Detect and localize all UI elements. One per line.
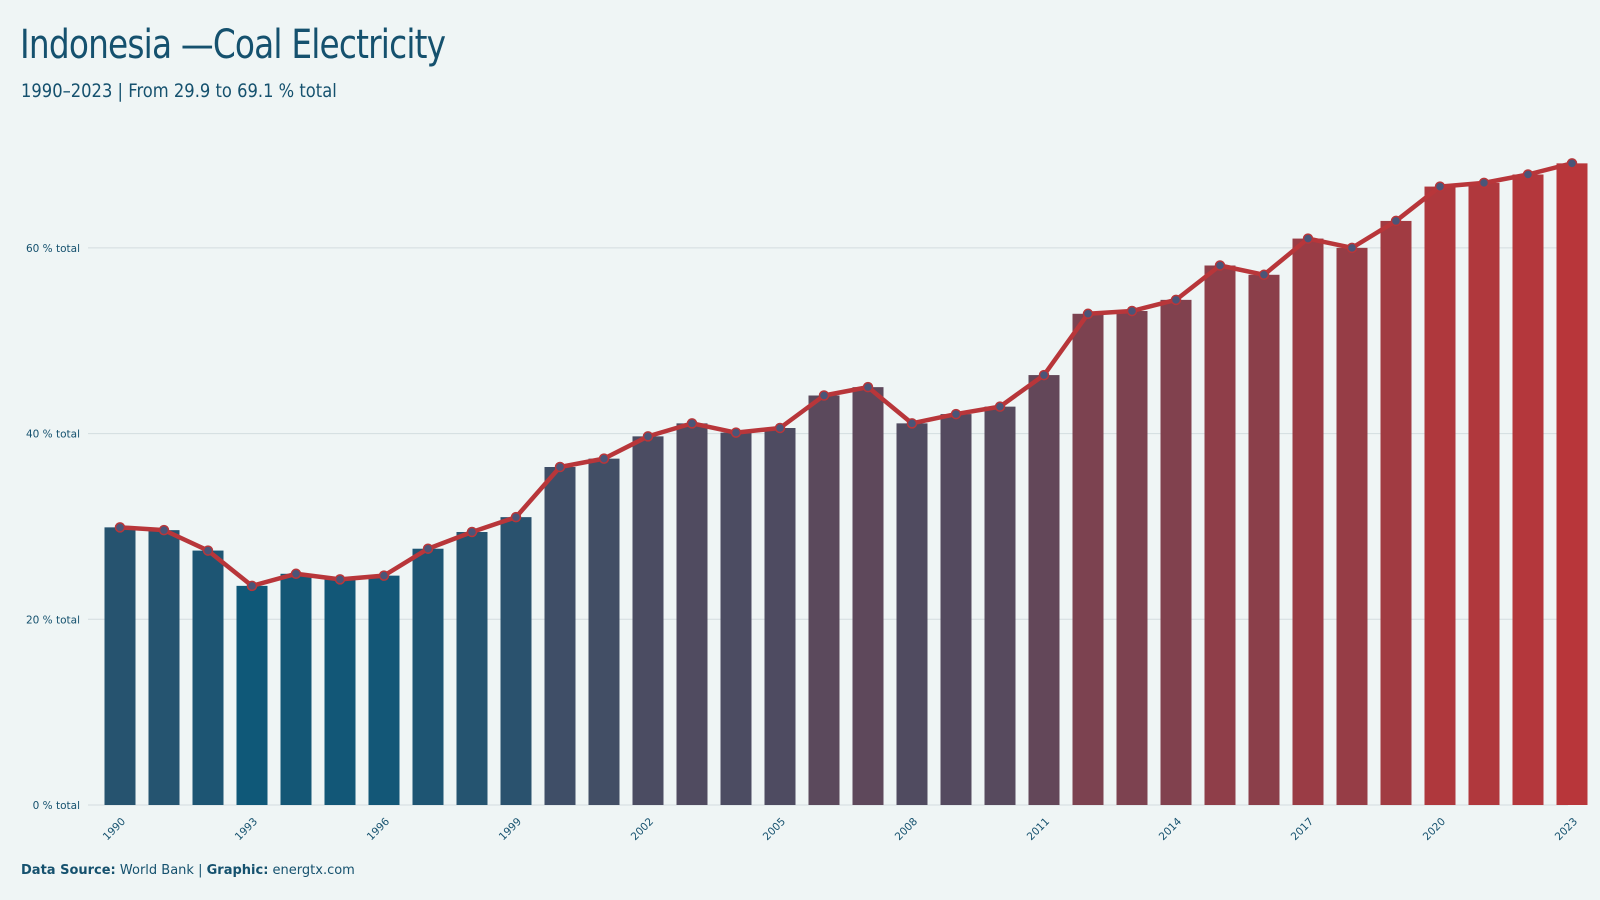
data-point	[202, 545, 214, 556]
data-point	[642, 431, 654, 442]
x-tick-label: 1990	[101, 816, 128, 843]
source-value: World Bank	[119, 863, 194, 878]
bar	[1468, 182, 1500, 805]
data-point	[598, 453, 610, 464]
data-point	[818, 390, 830, 401]
x-tick-label: 2023	[1553, 816, 1580, 843]
bar	[1248, 274, 1280, 805]
data-point	[862, 381, 874, 393]
data-point	[1346, 242, 1358, 254]
x-tick-label: 1993	[233, 816, 260, 843]
bar	[1116, 311, 1148, 805]
bar	[1380, 220, 1412, 805]
data-point	[1126, 305, 1138, 317]
data-point	[1522, 169, 1534, 180]
bar	[852, 387, 884, 805]
data-point	[1258, 269, 1270, 281]
bar	[632, 436, 664, 805]
data-point	[290, 568, 302, 580]
bar	[1512, 174, 1544, 805]
data-point	[686, 418, 698, 429]
bar	[1556, 163, 1588, 805]
data-point	[422, 543, 434, 554]
bar	[1072, 313, 1104, 805]
x-tick-label: 2005	[761, 816, 788, 843]
chart-title: Indonesia —Coal Electricity	[20, 22, 446, 68]
x-tick-label: 1996	[365, 815, 393, 843]
series-line	[117, 161, 1575, 589]
data-point	[510, 511, 522, 523]
bar	[148, 530, 180, 805]
bar	[720, 432, 752, 805]
bar	[764, 428, 796, 805]
bar	[1160, 299, 1192, 805]
footer-credits: Data Source: World Bank | Graphic: energ…	[21, 863, 355, 878]
bar	[1336, 247, 1368, 805]
bar	[368, 575, 400, 805]
bar	[192, 550, 224, 805]
data-point	[1038, 369, 1050, 381]
graphic-label: Graphic:	[206, 863, 269, 878]
bar	[500, 517, 532, 805]
bar	[940, 414, 972, 805]
bar	[808, 395, 840, 805]
data-point	[554, 461, 566, 473]
data-point	[334, 574, 346, 585]
bar	[1204, 265, 1236, 805]
bar	[280, 573, 312, 805]
x-tick-label: 2020	[1421, 816, 1448, 843]
y-tick-label: 40 % total	[26, 429, 80, 441]
x-tick-label: 1999	[497, 816, 524, 843]
chart-subtitle: 1990–2023 | From 29.9 to 69.1 % total	[21, 80, 337, 102]
bar	[324, 579, 356, 805]
data-point	[1170, 294, 1182, 306]
bar	[1028, 375, 1060, 805]
data-point	[246, 580, 258, 592]
data-point	[1390, 215, 1402, 227]
data-point	[1434, 181, 1446, 192]
data-point	[1082, 308, 1094, 320]
data-point	[114, 522, 126, 533]
bar	[984, 406, 1016, 805]
bar	[896, 423, 928, 805]
x-tick-label: 2008	[893, 816, 920, 843]
data-point	[774, 422, 786, 434]
bar	[104, 527, 136, 805]
bar	[456, 532, 488, 805]
bar	[1292, 238, 1324, 806]
bar	[236, 585, 268, 805]
data-point	[466, 526, 478, 538]
data-point	[1478, 177, 1490, 189]
graphic-value: energtx.com	[272, 863, 355, 878]
y-tick-label: 20 % total	[26, 614, 80, 626]
x-tick-label: 2017	[1289, 816, 1316, 843]
data-point	[378, 570, 390, 581]
footer-separator: |	[198, 863, 203, 878]
x-tick-label: 2014	[1157, 815, 1185, 843]
x-tick-label: 2011	[1025, 816, 1052, 843]
bar	[676, 423, 708, 805]
x-tick-label: 2002	[629, 816, 656, 843]
bar	[588, 458, 620, 805]
data-point	[1302, 233, 1314, 244]
y-tick-label: 0 % total	[33, 800, 80, 812]
data-point	[994, 401, 1006, 412]
source-label: Data Source:	[21, 863, 116, 878]
data-point	[906, 418, 918, 429]
data-point	[730, 427, 742, 438]
data-point	[950, 408, 962, 420]
y-tick-label: 60 % total	[26, 243, 80, 255]
data-point	[158, 524, 170, 536]
bar	[412, 548, 444, 805]
bar	[1424, 186, 1456, 806]
bar	[544, 467, 576, 805]
data-point	[1214, 260, 1226, 271]
data-point	[1566, 158, 1578, 169]
